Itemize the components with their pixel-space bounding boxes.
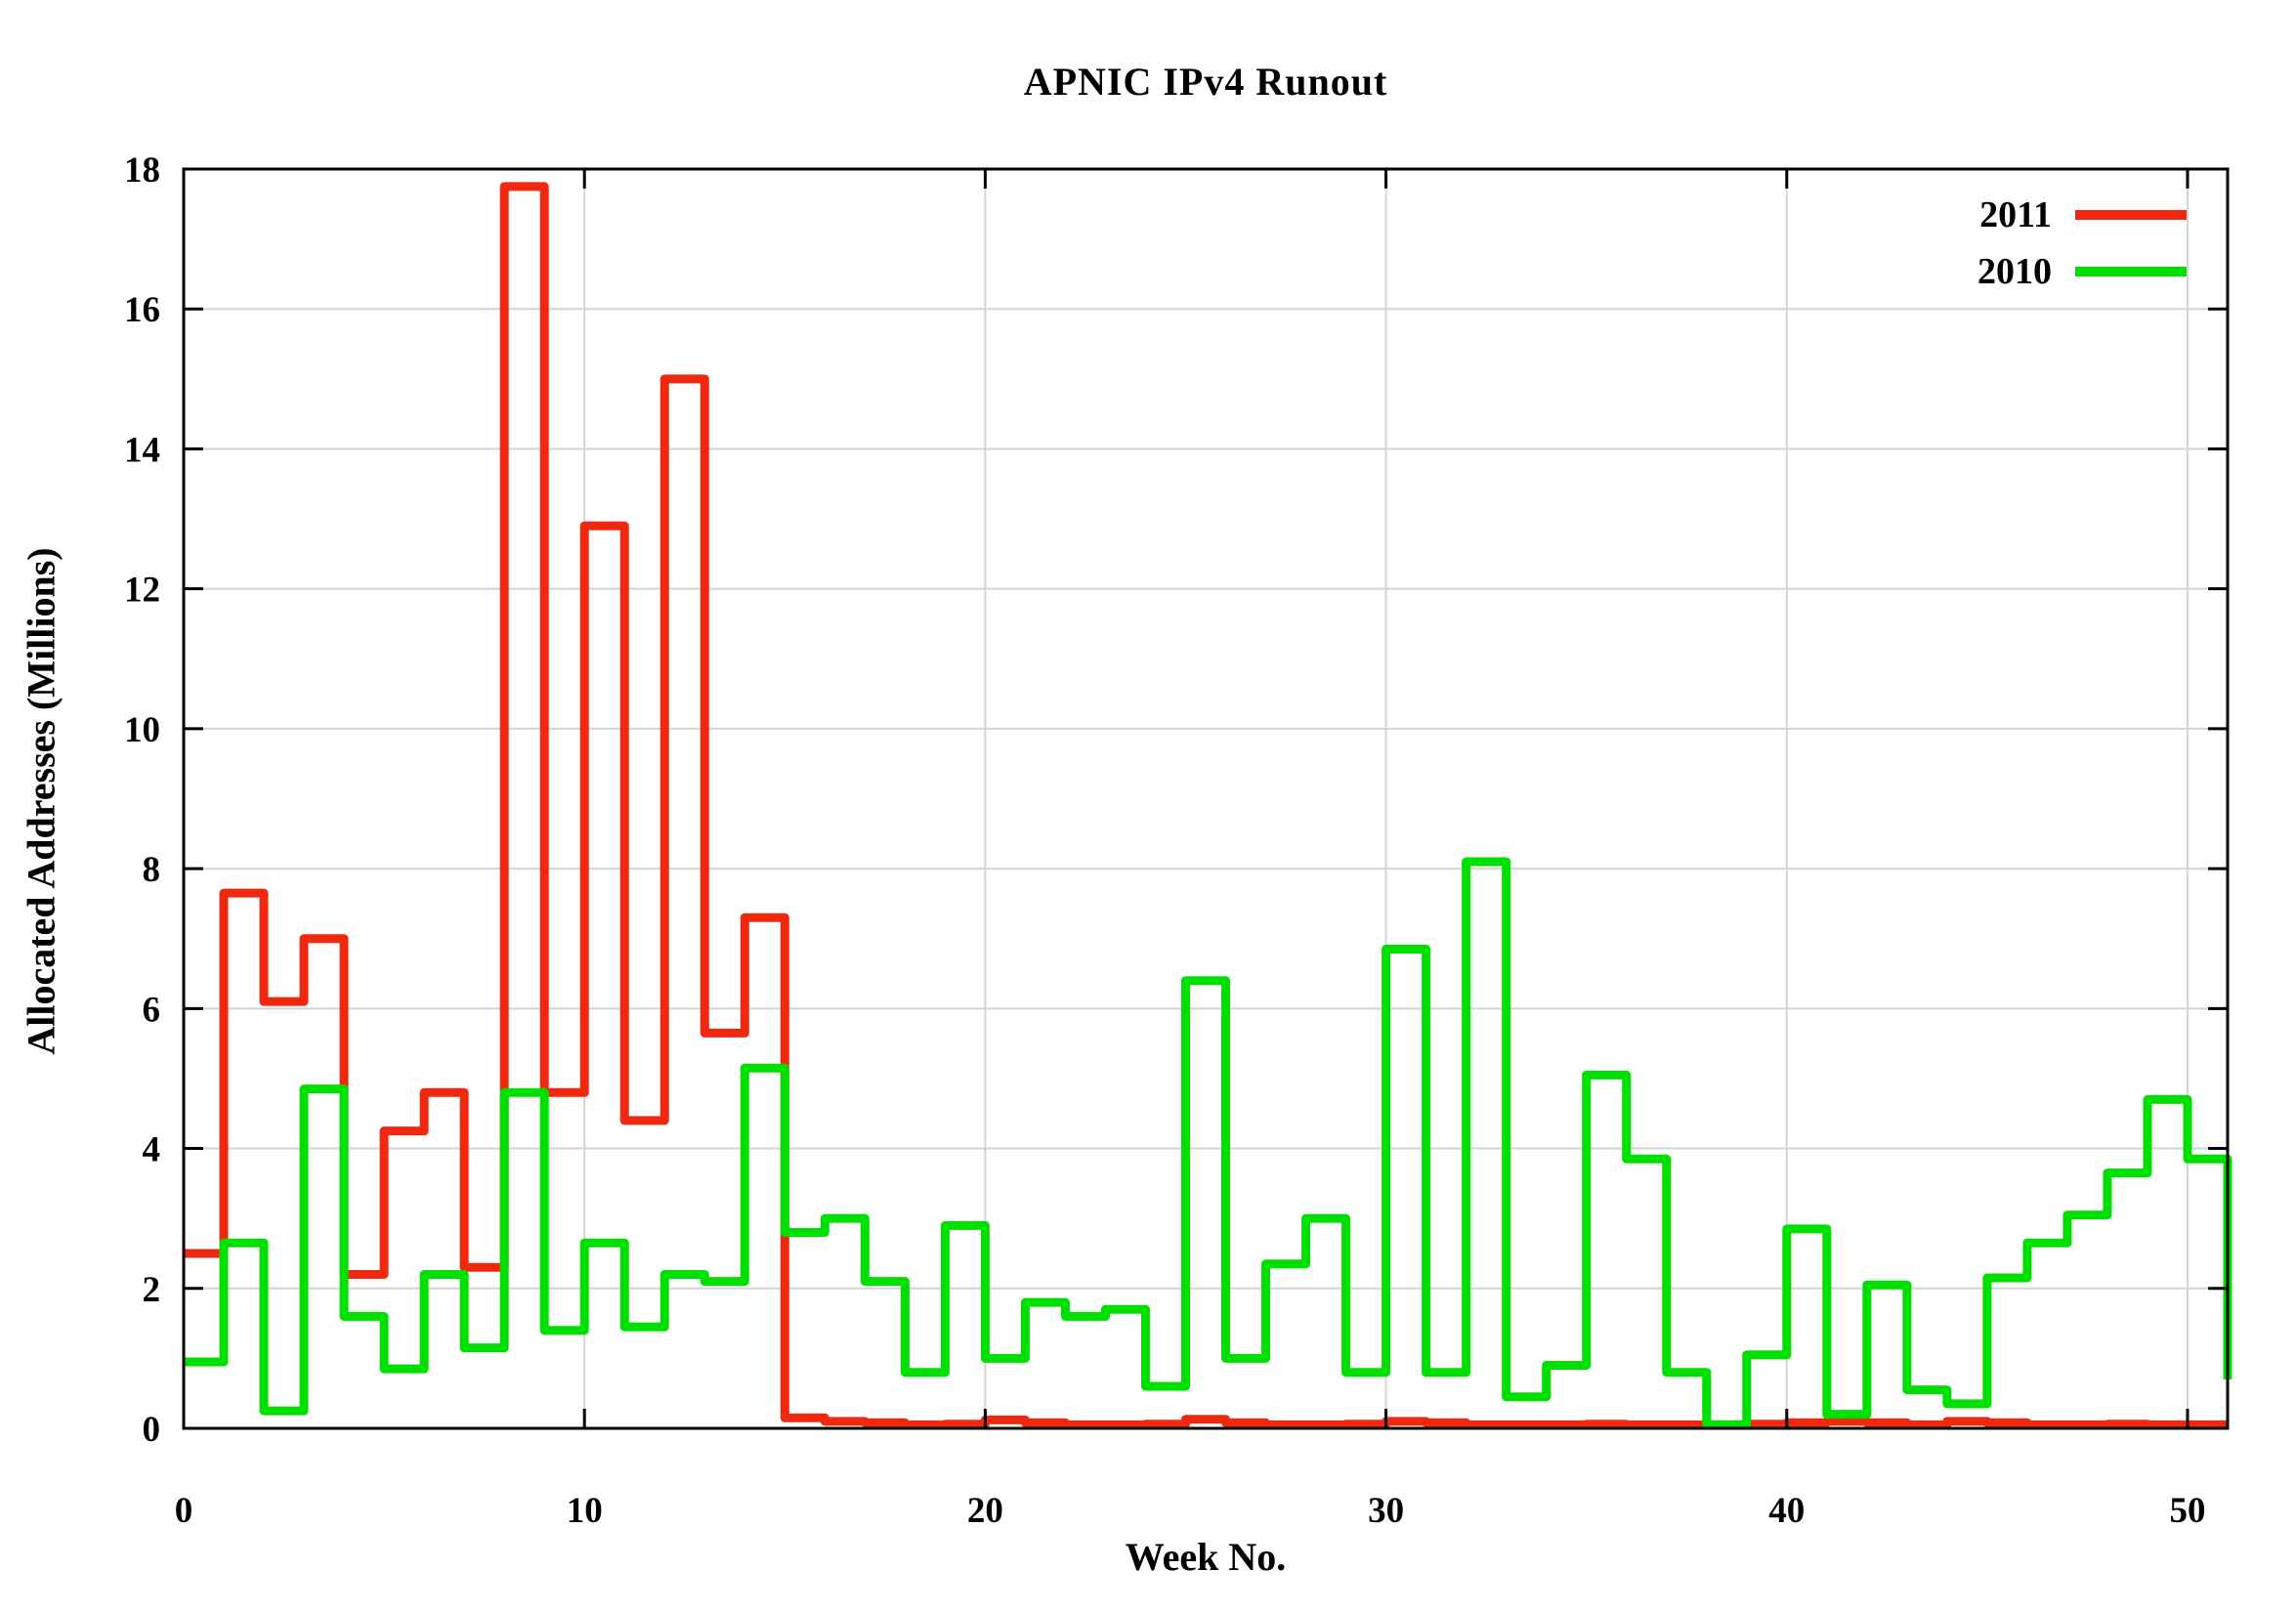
y-tick-label-8: 8	[143, 850, 161, 890]
y-tick-labels: 0 2 4 6 8 10 12 14 16 18	[124, 150, 160, 1450]
legend-item-2010: 2010	[1977, 248, 2187, 295]
legend-swatch-2011	[2075, 210, 2187, 220]
x-tick-label-20: 20	[967, 1491, 1003, 1531]
chart-title: APNIC IPv4 Runout	[1023, 60, 1388, 104]
y-tick-label-16: 16	[124, 290, 160, 330]
x-axis-title: Week No.	[1125, 1535, 1287, 1579]
legend: 2011 2010	[1977, 191, 2187, 305]
legend-swatch-2010	[2075, 267, 2187, 276]
x-tick-label-10: 10	[567, 1491, 603, 1531]
series-2010-line	[184, 857, 2232, 1429]
y-tick-label-0: 0	[143, 1410, 161, 1450]
y-tick-label-2: 2	[143, 1270, 161, 1310]
series-2011-line	[184, 182, 2228, 1429]
x-tick-label-0: 0	[175, 1491, 193, 1531]
x-tick-label-30: 30	[1368, 1491, 1404, 1531]
y-tick-label-6: 6	[143, 990, 161, 1030]
axis-border	[182, 167, 2230, 1430]
y-tick-label-10: 10	[124, 710, 160, 750]
y-axis-title: Allocated Addresses (Millions)	[19, 547, 64, 1055]
x-tick-label-40: 40	[1768, 1491, 1805, 1531]
gridlines	[184, 169, 2228, 1428]
y-tick-label-4: 4	[143, 1130, 161, 1170]
x-tick-labels: 0 10 20 30 40 50	[175, 1491, 2206, 1531]
x-tick-label-50: 50	[2169, 1491, 2205, 1531]
y-tick-label-12: 12	[124, 571, 160, 611]
y-tick-label-14: 14	[124, 430, 160, 470]
tick-marks	[182, 167, 2228, 1430]
legend-label-2010: 2010	[1977, 251, 2052, 292]
legend-label-2011: 2011	[1979, 194, 2052, 235]
y-tick-label-18: 18	[124, 150, 160, 191]
legend-item-2011: 2011	[1977, 191, 2187, 238]
